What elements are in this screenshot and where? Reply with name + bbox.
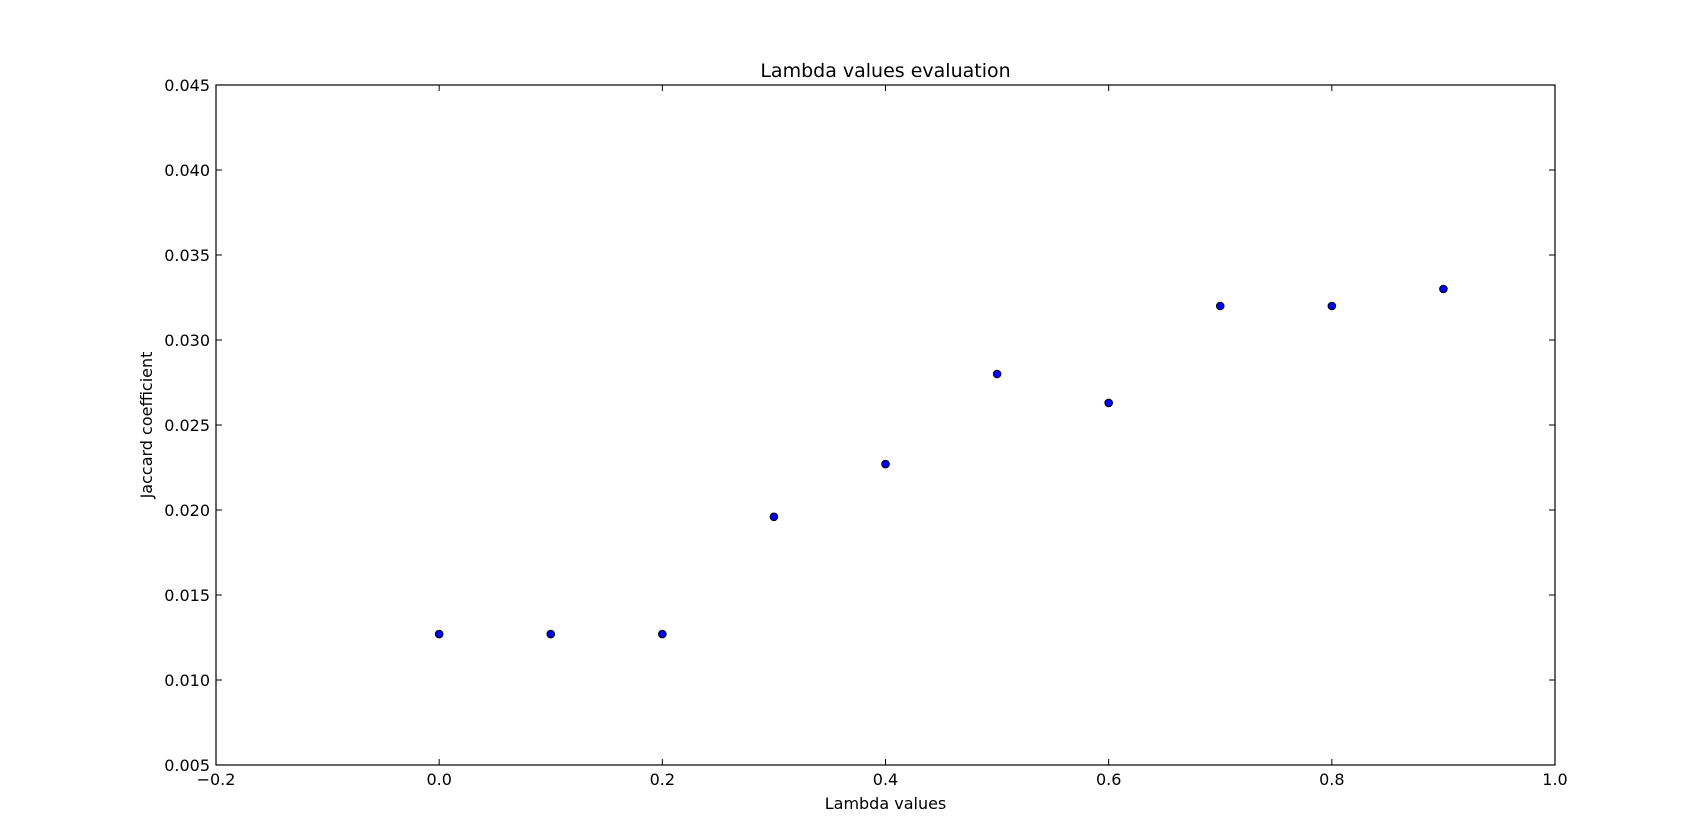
x-axis-title: Lambda values: [825, 794, 947, 813]
x-tick-label: 0.2: [650, 770, 675, 789]
y-tick-label: 0.030: [164, 331, 210, 350]
data-point: [434, 629, 444, 639]
y-tick-label: 0.005: [164, 756, 210, 775]
y-tick-label: 0.010: [164, 671, 210, 690]
x-tick-label: 0.0: [426, 770, 451, 789]
chart-title: Lambda values evaluation: [760, 60, 1010, 82]
y-axis-title: Jaccard coefficient: [137, 352, 156, 500]
data-point: [1215, 301, 1225, 311]
y-tick-label: 0.045: [164, 76, 210, 95]
x-tick-label: 1.0: [1542, 770, 1567, 789]
y-tick-label: 0.035: [164, 246, 210, 265]
plot-frame: [215, 84, 1556, 766]
data-point: [1439, 284, 1448, 294]
x-tick-label: −0.2: [197, 770, 236, 789]
y-tick-label: 0.020: [164, 501, 210, 520]
x-tick-label: 0.4: [873, 770, 898, 789]
plot-area: −0.2 0.0 0.2 0.4 0.6 0.8 1.0 0.005 0.010 0.015 0.0…: [164, 76, 1568, 789]
y-tick-label: 0.025: [164, 416, 210, 435]
data-point: [881, 459, 890, 469]
y-tick-label: 0.015: [164, 586, 210, 605]
data-point: [658, 629, 667, 639]
x-tick-label: 0.8: [1319, 770, 1344, 789]
data-point: [1104, 398, 1113, 408]
data-point: [1327, 301, 1337, 311]
data-point: [546, 629, 556, 639]
data-point: [769, 512, 779, 522]
x-tick-label: 0.6: [1096, 770, 1121, 789]
y-tick-label: 0.040: [164, 161, 210, 180]
data-point: [992, 369, 1002, 379]
